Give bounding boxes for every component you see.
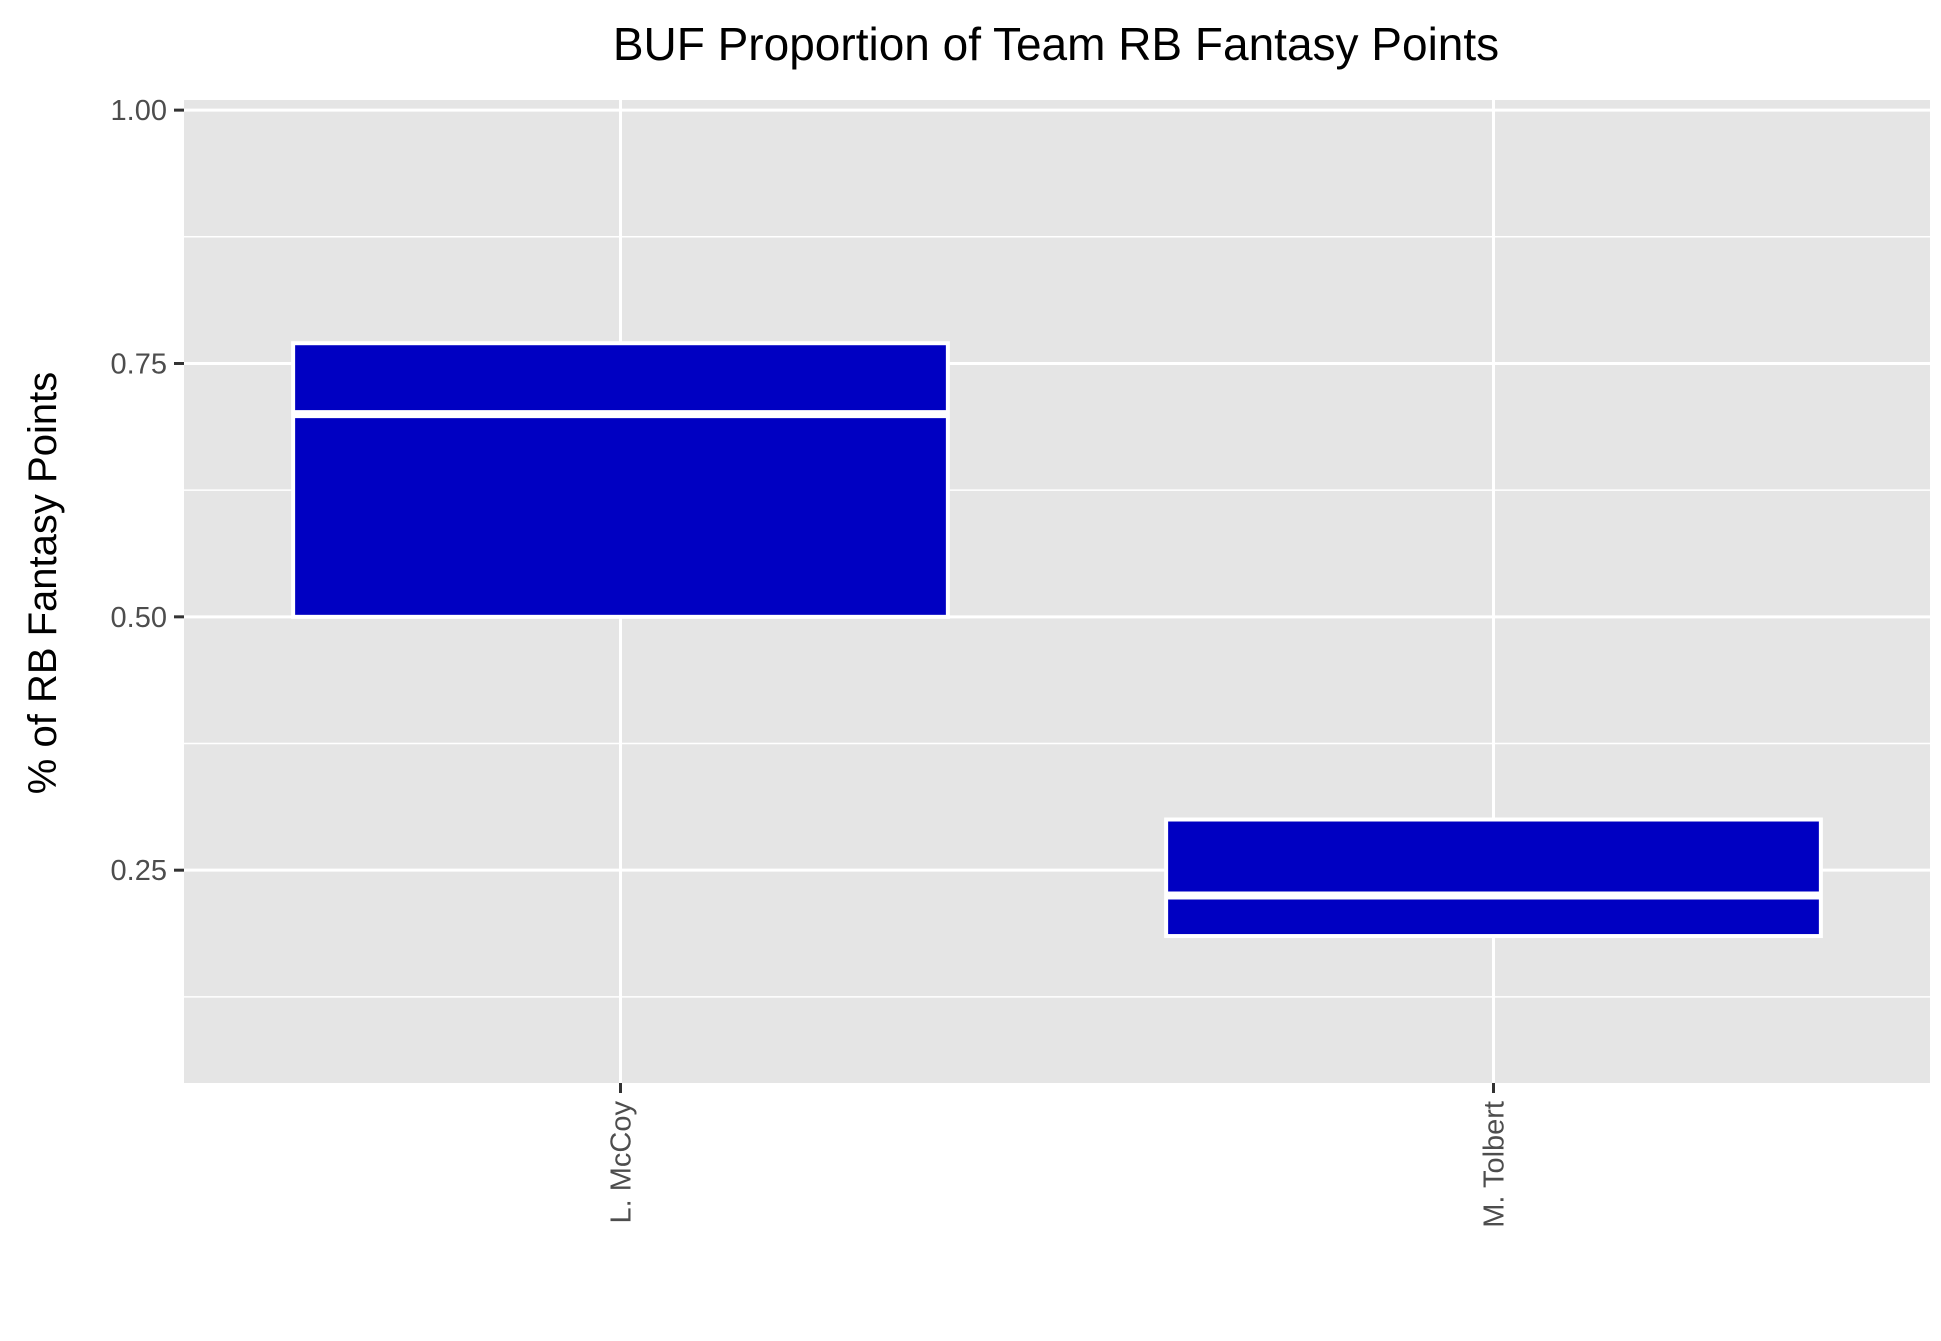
x-tick-label: L. McCoy xyxy=(606,1101,638,1224)
chart-title: BUF Proportion of Team RB Fantasy Points xyxy=(613,18,1499,70)
y-tick-label: 0.75 xyxy=(111,348,167,380)
x-tick-label: M. Tolbert xyxy=(1479,1101,1511,1228)
box-iqr xyxy=(1164,817,1823,939)
box-iqr xyxy=(291,341,950,619)
box-1 xyxy=(291,341,950,619)
y-tick-label: 0.25 xyxy=(111,855,167,887)
box-layer xyxy=(291,341,1823,939)
y-tick-label: 0.50 xyxy=(111,602,167,634)
box-2 xyxy=(1164,817,1823,939)
y-axis-title: % of RB Fantasy Points xyxy=(21,372,65,794)
axis-layer: 0.25 0.50 0.75 1.00 L. McCoy M. Tolbert xyxy=(111,95,1511,1228)
y-tick-label: 1.00 xyxy=(111,95,167,127)
